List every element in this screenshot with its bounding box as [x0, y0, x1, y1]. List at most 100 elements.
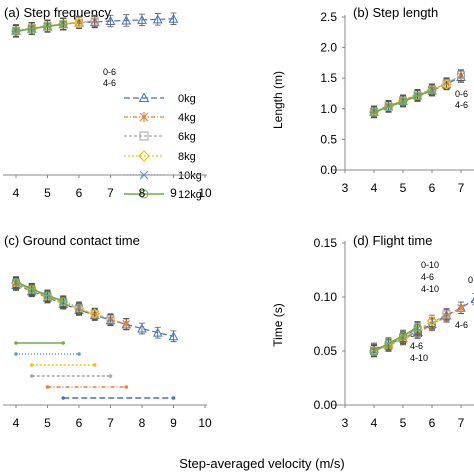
x-tick-label: 7: [458, 181, 465, 195]
data-point: [122, 319, 131, 329]
panel-b-annotation: 4-6: [455, 100, 468, 110]
y-tick-label: 0.00: [314, 398, 338, 412]
y-tick-label: 0.0: [320, 163, 337, 177]
x-tick-label: 7: [458, 416, 465, 430]
x-tick-label: 4: [371, 416, 378, 430]
panel-d-annotation: 4-6: [455, 320, 468, 330]
data-point: [384, 339, 393, 348]
x-tick-label: 6: [429, 416, 436, 430]
x-tick-label: 5: [400, 416, 407, 430]
x-tick-label: 8: [139, 186, 146, 200]
significance-endpoint: [61, 396, 66, 400]
data-point: [399, 331, 407, 340]
significance-bar-10kg: [14, 352, 81, 356]
legend-label: 4kg: [178, 112, 196, 124]
panel-d-annotation: 0: [468, 275, 473, 285]
data-point: [428, 86, 436, 95]
panel-b: 3 4 5 6 7 0.0 0.5 1.0 1.5 2.0 2.5: [320, 10, 474, 195]
x-tick-label: 10: [198, 416, 212, 430]
x-tick-label: 7: [107, 186, 114, 200]
data-point: [59, 20, 68, 29]
data-point: [168, 331, 179, 341]
y-tick-label: 2.5: [320, 10, 337, 24]
legend-label: 6kg: [178, 131, 196, 143]
data-point: [457, 303, 465, 313]
significance-bar-0kg: [61, 396, 176, 400]
panel-d-annotation: 0-10: [421, 260, 439, 270]
panel-d-annotation: 4-10: [421, 284, 439, 294]
significance-endpoint: [29, 374, 34, 378]
series-line: [15, 20, 95, 32]
data-point: [413, 323, 422, 332]
x-tick-label: 3: [342, 416, 349, 430]
data-point: [370, 347, 378, 355]
panel-d: 3 4 5 6 7 0.00 0.05 0.10 0.15: [314, 236, 474, 430]
square-marker-icon: [139, 131, 149, 141]
data-point: [59, 297, 68, 306]
significance-endpoint: [14, 352, 18, 356]
legend: 0kg 4kg 6kg 8kg 10kg 12kg: [124, 92, 202, 201]
series-12kg: [370, 321, 422, 358]
series-line: [373, 89, 433, 114]
significance-endpoint: [45, 385, 50, 389]
legend-entry-0kg: 0kg: [124, 92, 196, 105]
y-tick-label: 1.0: [320, 102, 337, 116]
data-point: [90, 17, 99, 26]
series-12kg: [12, 18, 68, 38]
significance-endpoint: [124, 385, 129, 389]
series-12kg: [12, 276, 68, 307]
data-point: [43, 291, 52, 300]
x-tick-label: 10: [198, 186, 212, 200]
x-tick-label: 4: [13, 186, 20, 200]
data-point: [27, 24, 36, 33]
data-point: [121, 15, 132, 25]
legend-entry-6kg: 6kg: [124, 131, 196, 143]
charts-layer: 4 5 6 7 8 9 10 3 4 5 6 7 0.0 0.5 1.0 1.5 2.0 2.5 4 5 6 7 8 9 10 3…: [3, 10, 474, 430]
panel-c: 4 5 6 7 8 9 10: [3, 276, 212, 430]
significance-endpoint: [77, 352, 81, 356]
legend-label: 0kg: [178, 93, 196, 105]
x-tick-label: 4: [13, 416, 20, 430]
panel-c-title: (c) Ground contact time: [4, 233, 140, 248]
x-tick-label: 5: [400, 181, 407, 195]
x-tick-label: 5: [44, 416, 51, 430]
data-point: [442, 310, 451, 319]
panel-a: 4 5 6 7 8 9 10: [3, 12, 212, 200]
circle-marker-icon: [139, 189, 149, 199]
significance-endpoint: [61, 341, 66, 345]
data-point: [370, 108, 378, 117]
x-tick-label: 5: [44, 186, 51, 200]
panel-a-annotation: 0-6: [103, 67, 116, 77]
data-point: [12, 27, 20, 36]
data-point: [168, 13, 179, 23]
panel-a-title: (a) Step frequency: [4, 5, 111, 20]
panel-d-ylabel: Time (s): [271, 303, 285, 347]
significance-bar-12kg: [14, 341, 66, 345]
diamond-marker-icon: [138, 150, 150, 162]
y-tick-label: 0.05: [314, 344, 338, 358]
legend-entry-4kg: 4kg: [124, 112, 196, 124]
y-tick-label: 2.0: [320, 41, 337, 55]
panel-d-title: (d) Flight time: [353, 233, 432, 248]
significance-endpoint: [171, 396, 176, 400]
significance-bar-6kg: [29, 374, 113, 378]
significance-bar-4kg: [45, 385, 129, 389]
significance-bar-8kg: [29, 363, 97, 367]
panel-a-annotation: 4-6: [103, 78, 116, 88]
series-line: [373, 327, 418, 352]
y-tick-label: 0.5: [320, 132, 337, 146]
legend-label: 8kg: [178, 151, 196, 163]
series-line: [15, 22, 80, 32]
x-tick-label: 3: [342, 181, 349, 195]
series-line: [15, 281, 64, 302]
data-point: [399, 97, 407, 106]
panel-b-title: (b) Step length: [353, 5, 438, 20]
data-point: [413, 91, 422, 100]
data-point: [12, 278, 20, 287]
legend-label: 10kg: [178, 170, 202, 182]
panel-b-annotation: 0-6: [455, 89, 468, 99]
legend-entry-8kg: 8kg: [124, 150, 196, 163]
legend-label: 12kg: [178, 189, 202, 201]
series-line: [15, 23, 64, 33]
